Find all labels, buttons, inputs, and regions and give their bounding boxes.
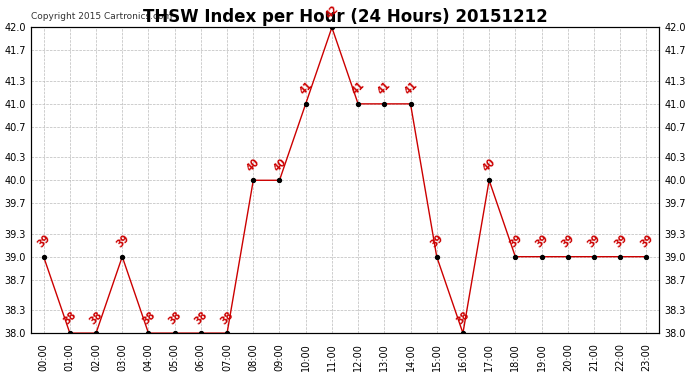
Point bbox=[274, 177, 285, 183]
Text: 38: 38 bbox=[62, 309, 79, 326]
Text: 39: 39 bbox=[612, 233, 629, 249]
Point bbox=[90, 330, 101, 336]
Text: 41: 41 bbox=[403, 80, 420, 97]
Text: 41: 41 bbox=[377, 80, 393, 97]
Point bbox=[300, 101, 311, 107]
Point bbox=[405, 101, 416, 107]
Point bbox=[169, 330, 180, 336]
Text: 39: 39 bbox=[507, 233, 524, 249]
Point bbox=[589, 254, 600, 260]
Point bbox=[431, 254, 442, 260]
Text: THSW  (°F): THSW (°F) bbox=[565, 6, 628, 16]
Text: 38: 38 bbox=[88, 309, 105, 326]
Point bbox=[615, 254, 626, 260]
Text: 40: 40 bbox=[481, 156, 498, 173]
Text: 39: 39 bbox=[36, 233, 52, 249]
Point bbox=[457, 330, 469, 336]
Text: 39: 39 bbox=[533, 233, 551, 249]
Point bbox=[221, 330, 233, 336]
Point bbox=[195, 330, 206, 336]
Text: 38: 38 bbox=[455, 309, 472, 326]
Point bbox=[562, 254, 573, 260]
Point bbox=[38, 254, 49, 260]
Text: 39: 39 bbox=[429, 233, 446, 249]
Text: 41: 41 bbox=[351, 80, 367, 97]
Point bbox=[379, 101, 390, 107]
Text: 40: 40 bbox=[246, 156, 262, 173]
Text: 42: 42 bbox=[324, 4, 341, 20]
Title: THSW Index per Hour (24 Hours) 20151212: THSW Index per Hour (24 Hours) 20151212 bbox=[143, 8, 547, 26]
Text: 38: 38 bbox=[141, 309, 157, 326]
Text: 38: 38 bbox=[193, 309, 210, 326]
Point bbox=[536, 254, 547, 260]
Point bbox=[353, 101, 364, 107]
Text: 41: 41 bbox=[298, 80, 315, 97]
Text: 39: 39 bbox=[586, 233, 602, 249]
Point bbox=[641, 254, 652, 260]
Point bbox=[484, 177, 495, 183]
Text: Copyright 2015 Cartronics.com: Copyright 2015 Cartronics.com bbox=[30, 12, 172, 21]
Point bbox=[117, 254, 128, 260]
Text: 38: 38 bbox=[219, 309, 236, 326]
Point bbox=[326, 24, 337, 30]
Point bbox=[64, 330, 75, 336]
Point bbox=[510, 254, 521, 260]
Point bbox=[248, 177, 259, 183]
Text: 39: 39 bbox=[560, 233, 577, 249]
Text: 40: 40 bbox=[272, 156, 288, 173]
Text: 39: 39 bbox=[638, 233, 655, 249]
Point bbox=[143, 330, 154, 336]
Text: 38: 38 bbox=[167, 309, 184, 326]
Text: 39: 39 bbox=[115, 233, 131, 249]
